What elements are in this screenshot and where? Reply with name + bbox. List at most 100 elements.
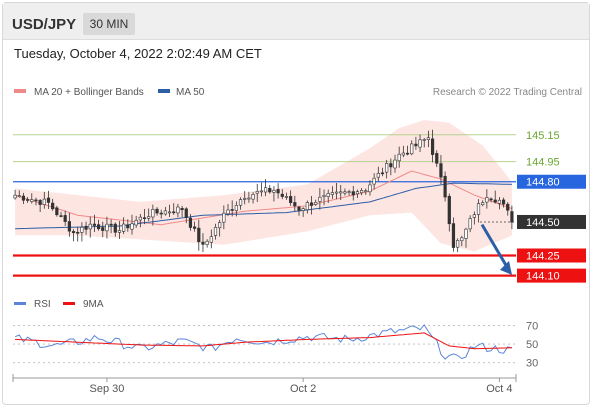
candle-body xyxy=(360,190,364,194)
level-label-144.10: 144.10 xyxy=(526,271,560,283)
candle-body xyxy=(55,207,59,216)
candle-body xyxy=(59,215,63,217)
candle-body xyxy=(26,199,30,201)
candle-body xyxy=(172,211,176,214)
ma20-line xyxy=(14,170,513,226)
rsi-panel: 70 50 30 xyxy=(13,320,538,370)
candle-body xyxy=(209,236,213,243)
candle-body xyxy=(122,223,126,232)
candle-body xyxy=(426,137,431,140)
legend-9ma-swatch xyxy=(63,302,75,305)
candle-body xyxy=(456,240,460,248)
candle-body xyxy=(497,199,501,204)
candle-body xyxy=(184,208,188,218)
level-label-144.25: 144.25 xyxy=(526,250,560,262)
candle-body xyxy=(101,227,105,231)
candle-body xyxy=(284,196,289,198)
candle-body xyxy=(372,177,376,185)
candle-body xyxy=(493,199,497,203)
candle-body xyxy=(17,195,21,197)
level-label-144.95: 144.95 xyxy=(526,157,560,169)
candle-body xyxy=(368,184,372,193)
candle-body xyxy=(234,205,238,211)
candle-body xyxy=(481,202,485,206)
candle-body xyxy=(430,138,435,155)
candle-body xyxy=(213,227,218,236)
legend-ma20-swatch xyxy=(14,89,26,93)
candlesticks xyxy=(13,129,514,253)
candle-body xyxy=(305,202,309,211)
candle-body xyxy=(410,143,414,155)
forecast-arrow-shaft xyxy=(480,223,509,268)
candle-body xyxy=(142,217,147,219)
rsi-tick-50: 50 xyxy=(526,339,538,351)
level-label-144.80: 144.80 xyxy=(526,177,560,189)
candle-body xyxy=(385,163,389,173)
candle-body xyxy=(468,218,472,230)
candle-body xyxy=(268,188,272,193)
candle-body xyxy=(42,198,46,206)
candle-body xyxy=(435,153,439,164)
candle-body xyxy=(259,190,264,193)
candle-body xyxy=(197,227,201,243)
candle-body xyxy=(351,191,355,196)
candle-body xyxy=(84,225,88,230)
candle-body xyxy=(222,212,226,223)
candle-body xyxy=(380,172,385,175)
candle-body xyxy=(464,228,468,239)
candle-body xyxy=(339,191,343,194)
candle-body xyxy=(343,191,347,194)
candle-body xyxy=(301,208,305,211)
timestamp: Tuesday, October 4, 2022 2:02:49 AM CET xyxy=(14,46,262,61)
candle-body xyxy=(176,206,180,214)
candle-body xyxy=(334,191,339,194)
forecast-arrow-head xyxy=(500,260,512,275)
rsi-line xyxy=(14,323,512,360)
level-tag-144.25 xyxy=(517,248,586,263)
level-tag-144.50 xyxy=(517,214,586,229)
candle-body xyxy=(38,200,42,205)
candle-body xyxy=(96,224,101,230)
candle-body xyxy=(63,215,67,222)
candle-body xyxy=(92,223,97,226)
level-labels: 145.15 144.95 144.80 144.50 144.25 144.10 xyxy=(517,130,586,283)
candle-body xyxy=(506,203,510,211)
candle-body xyxy=(280,193,284,197)
candle-body xyxy=(105,223,109,232)
time-axis: Sep 30 Oct 2 Oct 4 xyxy=(12,374,517,395)
candle-body xyxy=(443,175,447,198)
candle-body xyxy=(130,223,134,230)
candle-body xyxy=(243,198,247,200)
candle-body xyxy=(418,139,422,148)
chart-header: USD/JPY 30 MIN xyxy=(3,3,589,40)
candle-body xyxy=(51,202,55,210)
candle-body xyxy=(255,191,259,194)
candle-body xyxy=(193,226,197,229)
candle-body xyxy=(117,230,122,233)
time-tick-label: Oct 2 xyxy=(290,383,316,395)
candle-body xyxy=(364,190,368,193)
candle-body xyxy=(314,202,318,205)
rsi-ma-line xyxy=(15,332,512,350)
level-label-144.50: 144.50 xyxy=(526,217,560,229)
candle-body xyxy=(389,163,393,168)
candle-body xyxy=(218,222,222,229)
candle-body xyxy=(109,223,113,226)
candle-body xyxy=(318,196,322,202)
timeframe-button[interactable]: 30 MIN xyxy=(83,13,135,35)
candle-body xyxy=(205,240,209,245)
candle-body xyxy=(159,212,163,215)
candle-body xyxy=(347,191,351,193)
candle-body xyxy=(34,199,38,202)
candle-body xyxy=(226,209,230,215)
symbol-label: USD/JPY xyxy=(12,16,77,33)
candle-body xyxy=(201,241,205,245)
candle-body xyxy=(263,187,268,193)
legend-ma50-label: MA 50 xyxy=(176,87,205,98)
candle-body xyxy=(13,194,17,199)
candle-body xyxy=(151,209,155,218)
candle-body xyxy=(414,143,418,147)
candle-body xyxy=(138,216,142,221)
legend-ma20-label: MA 20 + Bollinger Bands xyxy=(34,87,144,98)
